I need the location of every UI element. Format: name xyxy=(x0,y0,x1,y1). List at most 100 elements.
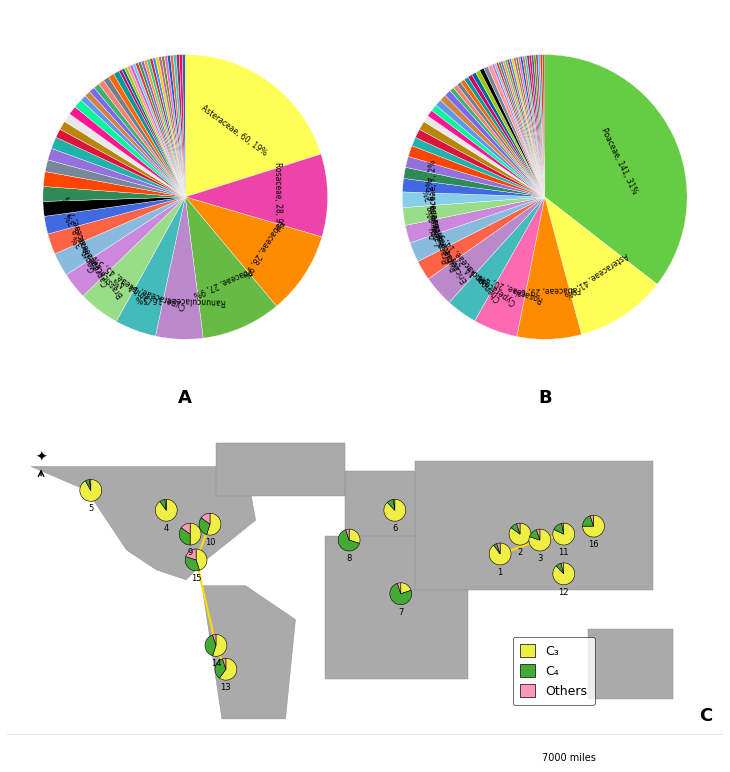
Wedge shape xyxy=(545,197,657,334)
Wedge shape xyxy=(453,85,545,197)
Wedge shape xyxy=(147,59,185,197)
Wedge shape xyxy=(155,499,177,521)
Wedge shape xyxy=(496,63,545,197)
Wedge shape xyxy=(507,59,545,197)
Wedge shape xyxy=(215,659,226,678)
Wedge shape xyxy=(537,529,540,540)
Wedge shape xyxy=(89,479,91,490)
Wedge shape xyxy=(488,65,545,197)
Wedge shape xyxy=(401,583,411,594)
Text: 15: 15 xyxy=(191,574,201,583)
Wedge shape xyxy=(167,56,185,197)
Wedge shape xyxy=(150,59,185,197)
Text: 1: 1 xyxy=(498,568,503,577)
Wedge shape xyxy=(511,58,545,197)
Wedge shape xyxy=(205,635,216,655)
Wedge shape xyxy=(493,543,500,554)
Wedge shape xyxy=(181,523,190,534)
Wedge shape xyxy=(529,530,540,540)
Wedge shape xyxy=(520,56,545,197)
Wedge shape xyxy=(450,88,545,197)
Wedge shape xyxy=(489,543,511,565)
Wedge shape xyxy=(464,77,545,197)
Wedge shape xyxy=(420,121,545,197)
Wedge shape xyxy=(43,186,185,201)
Wedge shape xyxy=(449,197,545,321)
Text: Cyperaceae, 14, 3%: Cyperaceae, 14, 3% xyxy=(451,254,518,306)
Text: Asteraceae, 41, 9%: Asteraceae, 41, 9% xyxy=(562,250,629,298)
Wedge shape xyxy=(124,67,185,197)
Wedge shape xyxy=(494,63,545,197)
Wedge shape xyxy=(415,130,545,197)
Wedge shape xyxy=(155,57,185,197)
Wedge shape xyxy=(412,137,545,197)
Wedge shape xyxy=(504,59,545,197)
Wedge shape xyxy=(384,499,406,521)
Wedge shape xyxy=(445,90,545,197)
Wedge shape xyxy=(403,197,545,225)
Wedge shape xyxy=(517,197,582,340)
Text: Caprifoliaceae, 8, 3%: Caprifoliaceae, 8, 3% xyxy=(64,212,111,288)
Text: Fabaceae, 29, 6%: Fabaceae, 29, 6% xyxy=(514,284,581,295)
Wedge shape xyxy=(429,197,545,303)
Wedge shape xyxy=(60,121,185,197)
Wedge shape xyxy=(502,60,545,197)
Wedge shape xyxy=(542,55,545,197)
Wedge shape xyxy=(484,66,545,197)
Wedge shape xyxy=(83,197,185,321)
Wedge shape xyxy=(69,107,185,197)
Wedge shape xyxy=(144,60,185,197)
Text: B: B xyxy=(538,389,552,407)
Text: Lamiaceae, 8, 2%: Lamiaceae, 8, 2% xyxy=(426,178,444,246)
Wedge shape xyxy=(529,529,551,551)
Wedge shape xyxy=(212,635,216,645)
Wedge shape xyxy=(220,659,237,680)
Wedge shape xyxy=(160,499,166,510)
Wedge shape xyxy=(185,557,199,571)
Wedge shape xyxy=(404,168,545,197)
Wedge shape xyxy=(185,55,321,197)
Wedge shape xyxy=(402,192,545,208)
Wedge shape xyxy=(424,116,545,197)
Wedge shape xyxy=(85,479,91,490)
Wedge shape xyxy=(527,56,545,197)
Wedge shape xyxy=(190,523,201,545)
Wedge shape xyxy=(207,513,221,535)
Wedge shape xyxy=(43,171,185,197)
Wedge shape xyxy=(51,137,185,197)
Text: Lamiaceae, 45, 5%: Lamiaceae, 45, 5% xyxy=(91,252,155,304)
Wedge shape xyxy=(64,114,185,197)
Wedge shape xyxy=(338,530,359,551)
Wedge shape xyxy=(499,62,545,197)
Text: Gentianaceae, 7, 2%: Gentianaceae, 7, 2% xyxy=(63,195,98,273)
Wedge shape xyxy=(55,197,185,275)
Wedge shape xyxy=(509,59,545,197)
Wedge shape xyxy=(158,56,185,197)
Wedge shape xyxy=(56,129,185,197)
Wedge shape xyxy=(525,56,545,197)
Wedge shape xyxy=(538,55,545,197)
Wedge shape xyxy=(522,56,545,197)
Wedge shape xyxy=(165,499,166,510)
Text: Poaceae, 141, 31%: Poaceae, 141, 31% xyxy=(599,126,639,195)
Text: 14: 14 xyxy=(211,659,221,669)
Wedge shape xyxy=(349,529,360,543)
Wedge shape xyxy=(170,55,185,197)
Wedge shape xyxy=(554,523,564,534)
Wedge shape xyxy=(561,563,564,574)
Wedge shape xyxy=(410,197,545,262)
Wedge shape xyxy=(179,528,190,545)
Wedge shape xyxy=(468,75,545,197)
Wedge shape xyxy=(583,516,593,527)
Text: 9: 9 xyxy=(188,548,193,557)
Text: Polygonaceae, 7, 2%: Polygonaceae, 7, 2% xyxy=(429,160,439,239)
Wedge shape xyxy=(75,100,185,197)
Text: Brassicaceae, 9, 3%: Brassicaceae, 9, 3% xyxy=(71,233,126,299)
Wedge shape xyxy=(418,197,545,279)
Wedge shape xyxy=(440,95,545,197)
Wedge shape xyxy=(135,63,185,197)
Text: Chenopodiaceae, 14, 3%: Chenopodiaceae, 14, 3% xyxy=(433,226,503,303)
Wedge shape xyxy=(431,105,545,197)
Wedge shape xyxy=(531,55,545,197)
Wedge shape xyxy=(461,80,545,197)
